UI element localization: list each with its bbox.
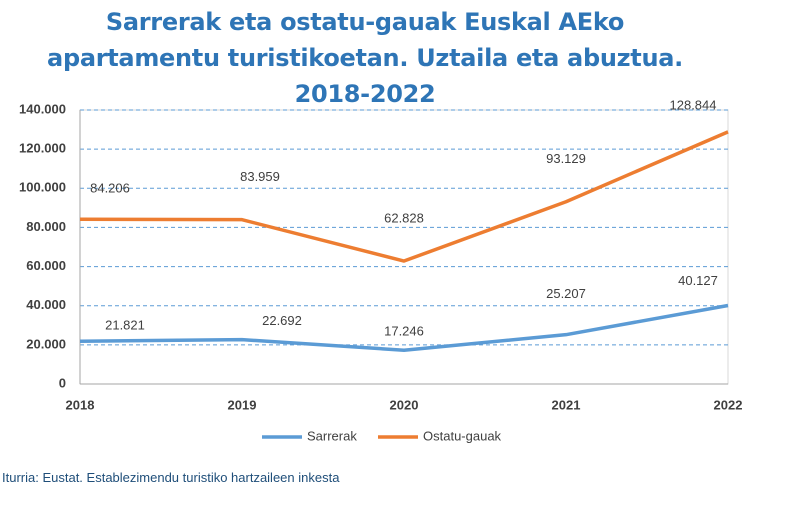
data-label: 21.821 xyxy=(105,318,145,333)
y-tick-label: 40.000 xyxy=(26,297,66,312)
legend-label: Ostatu-gauak xyxy=(423,428,502,443)
data-label: 84.206 xyxy=(90,181,130,196)
data-label: 83.959 xyxy=(240,169,280,184)
y-tick-label: 100.000 xyxy=(19,180,66,195)
series-line xyxy=(79,303,729,352)
y-tick-label: 140.000 xyxy=(19,101,66,116)
series-line xyxy=(79,130,729,263)
chart: 0 20.000 40.000 60.000 80.000 100.000 120.000 1… xyxy=(19,97,743,443)
x-tick-label: 2020 xyxy=(390,397,419,412)
y-tick-label: 80.000 xyxy=(26,219,66,234)
y-tick-label: 20.000 xyxy=(26,336,66,351)
data-label: 62.828 xyxy=(384,210,424,225)
x-tick-label: 2021 xyxy=(552,397,581,412)
plot-frame xyxy=(79,109,729,385)
data-label: 93.129 xyxy=(546,151,586,166)
data-label: 128.844 xyxy=(670,97,717,112)
x-tick-label: 2019 xyxy=(228,397,257,412)
chart-title: Sarrerak eta ostatu-gauak Euskal AEko ap… xyxy=(47,8,683,108)
x-tick-label: 2022 xyxy=(714,397,743,412)
x-tick-label: 2018 xyxy=(66,397,95,412)
source-note: Iturria: Eustat. Establezimendu turistik… xyxy=(2,470,340,485)
y-tick-label: 0 xyxy=(59,375,66,390)
y-tick-label: 120.000 xyxy=(19,141,66,156)
data-label: 40.127 xyxy=(678,273,718,288)
legend-label: Sarrerak xyxy=(307,428,357,443)
data-label: 22.692 xyxy=(262,313,302,328)
data-label: 25.207 xyxy=(546,286,586,301)
data-label: 17.246 xyxy=(384,324,424,339)
y-tick-label: 60.000 xyxy=(26,258,66,273)
